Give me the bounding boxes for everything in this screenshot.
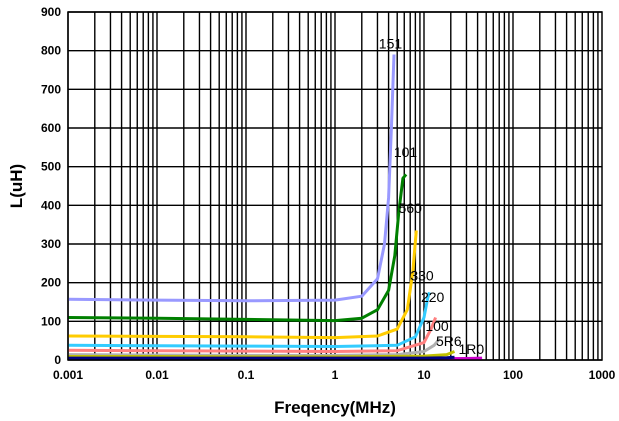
y-tick-label: 400 xyxy=(41,198,61,212)
x-tick-label: 0.001 xyxy=(53,368,83,382)
series-label-1R0: 1R0 xyxy=(458,341,484,357)
series-label-151: 151 xyxy=(379,36,403,52)
series-label-560: 560 xyxy=(399,200,423,216)
x-tick-label: 0.1 xyxy=(238,368,255,382)
y-tick-label: 700 xyxy=(41,82,61,96)
x-tick-label: 10 xyxy=(417,368,431,382)
x-tick-label: 100 xyxy=(503,368,523,382)
y-axis-title: L(uH) xyxy=(7,164,26,208)
y-tick-label: 200 xyxy=(41,276,61,290)
x-tick-labels: 0.001 0.01 0.1 1 10 100 1000 xyxy=(53,368,616,382)
series-label-220: 220 xyxy=(421,289,445,305)
x-tick-label: 1000 xyxy=(589,368,616,382)
y-tick-label: 100 xyxy=(41,314,61,328)
y-tick-label: 600 xyxy=(41,121,61,135)
x-tick-label: 1 xyxy=(332,368,339,382)
series-line-151 xyxy=(67,54,396,303)
y-tick-label: 900 xyxy=(41,5,61,19)
plot-area-border xyxy=(67,11,603,361)
series-line-330 xyxy=(67,291,431,348)
series-label-330: 330 xyxy=(410,268,434,284)
series-label-100: 100 xyxy=(425,318,449,334)
series-label-5R6: 5R6 xyxy=(436,333,462,349)
y-tick-label: 800 xyxy=(41,44,61,58)
grid-layer xyxy=(67,11,602,361)
series-layer xyxy=(67,54,483,361)
series-label-101: 101 xyxy=(394,144,418,160)
series-line-base-8 xyxy=(68,355,455,360)
series-line-560 xyxy=(67,230,418,340)
x-axis-title: Freqency(MHz) xyxy=(274,398,396,417)
y-tick-label: 0 xyxy=(54,353,61,367)
y-tick-labels: 0 100 200 300 400 500 600 700 800 900 xyxy=(41,5,61,367)
series-line-101 xyxy=(67,173,408,323)
x-tick-label: 0.01 xyxy=(145,368,169,382)
y-tick-label: 300 xyxy=(41,237,61,251)
series-line-220 xyxy=(67,316,437,353)
y-tick-label: 500 xyxy=(41,160,61,174)
